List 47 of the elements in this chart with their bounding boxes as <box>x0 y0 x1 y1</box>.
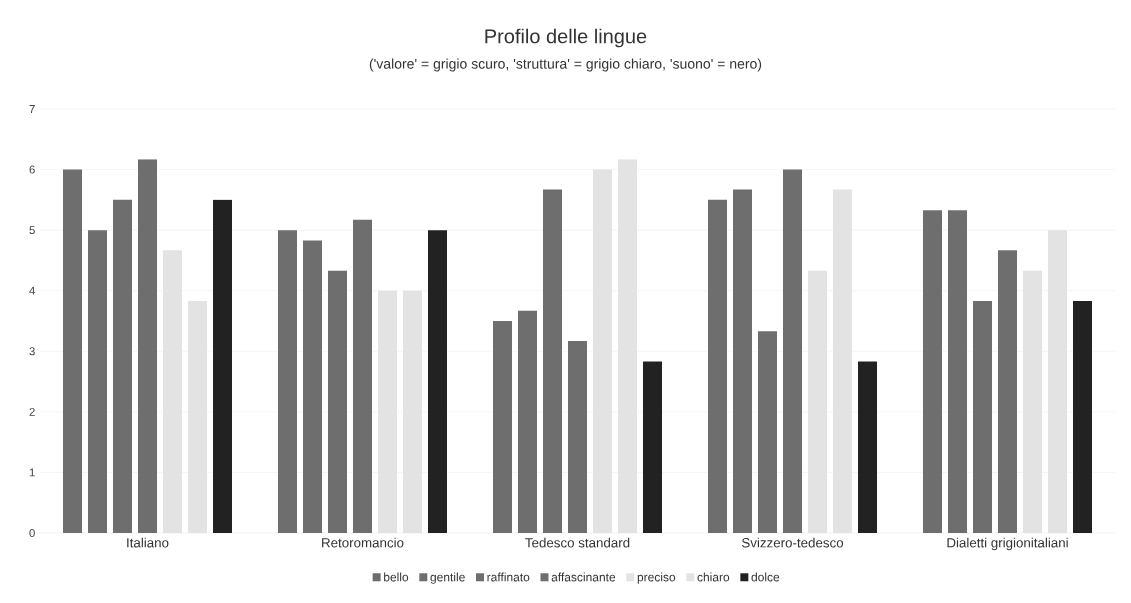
y-tick-label: 3 <box>29 347 35 356</box>
bar <box>138 159 157 533</box>
legend-label: bello <box>384 572 409 582</box>
y-tick-label: 0 <box>29 529 35 538</box>
chart-subtitle: ('valore' = grigio scuro, 'struttura' = grigio chiaro, 'suono' = nero) <box>369 58 762 72</box>
bar <box>758 331 777 533</box>
x-tick-label: Retoromancio <box>322 537 404 548</box>
bar <box>733 189 752 533</box>
bar <box>213 199 232 533</box>
bar <box>353 219 372 533</box>
bar <box>328 270 347 533</box>
x-tick-label: Dialetti grigionitaliani <box>947 537 1068 551</box>
bar <box>708 199 727 533</box>
x-tick-label: Svizzero-tedesco <box>741 537 844 548</box>
y-tick-label: 2 <box>29 407 35 416</box>
y-tick-label: 4 <box>29 286 35 295</box>
legend-label: gentile <box>430 572 465 584</box>
y-tick-label: 6 <box>29 165 35 174</box>
legend-label: dolce <box>751 572 780 582</box>
bar <box>428 230 447 533</box>
bar <box>303 240 322 533</box>
bar <box>568 340 588 533</box>
bar <box>973 301 992 533</box>
bar <box>643 361 663 533</box>
y-tick-label: 5 <box>29 226 35 235</box>
bar <box>63 169 82 533</box>
legend-label: preciso <box>637 572 676 584</box>
bar <box>923 210 942 533</box>
bar <box>113 199 132 533</box>
y-tick-label: 7 <box>29 105 35 113</box>
bar <box>783 169 803 533</box>
y-tick-label: 1 <box>29 468 35 477</box>
bar <box>493 321 512 533</box>
bar <box>518 310 537 533</box>
legend-label: chiaro <box>697 572 730 582</box>
bar <box>543 189 562 533</box>
bar <box>278 230 297 533</box>
bar <box>948 210 967 533</box>
legend-label: raffinato <box>487 572 530 582</box>
bar <box>88 230 107 533</box>
x-tick-label: Tedesco standard <box>525 537 630 548</box>
chart-title: Profilo delle lingue <box>485 28 647 48</box>
legend-label: affascinante <box>551 572 616 582</box>
bar <box>1073 301 1093 533</box>
bar <box>858 361 878 533</box>
bar <box>998 250 1018 533</box>
x-tick-label: Italiano <box>127 537 169 548</box>
